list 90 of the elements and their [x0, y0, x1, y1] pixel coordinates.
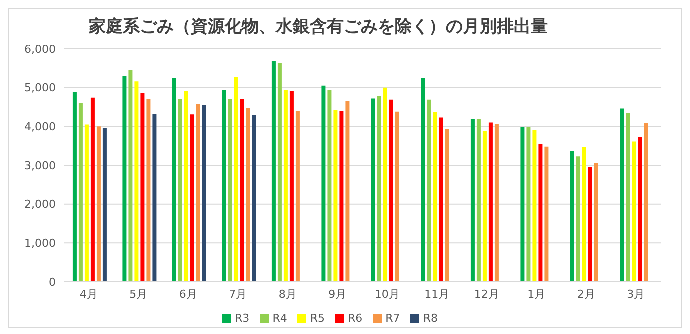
y-tick-label: 2,000 [24, 198, 56, 212]
x-tick-label: 11月 [424, 288, 450, 301]
bar [102, 128, 107, 282]
x-tick-label: 12月 [474, 288, 500, 301]
bar [371, 98, 376, 282]
bar [328, 90, 332, 282]
bar [278, 62, 282, 282]
bar [582, 147, 586, 282]
y-tick-label: 1,000 [24, 237, 56, 250]
bar [576, 156, 580, 282]
bar [588, 167, 592, 282]
bar [84, 124, 89, 282]
bar [532, 130, 537, 282]
bar [290, 90, 294, 282]
bar [520, 127, 525, 282]
x-tick-label: 4月 [80, 288, 98, 301]
bar [228, 99, 232, 282]
bar [340, 111, 344, 282]
bar [272, 61, 276, 282]
bar [377, 96, 382, 282]
bar [190, 114, 194, 282]
bar [284, 90, 288, 282]
bar [439, 118, 444, 282]
bar [140, 93, 145, 282]
bar [544, 146, 549, 282]
bar [334, 110, 338, 282]
x-tick-label: 5月 [130, 288, 148, 301]
bar [594, 163, 598, 282]
legend-label: R5 [310, 312, 325, 325]
x-tick-label: 8月 [278, 288, 297, 301]
bar [78, 103, 83, 282]
bar [240, 99, 244, 282]
bar [488, 122, 493, 282]
bar [152, 114, 157, 282]
bar [632, 142, 636, 282]
bar [389, 100, 394, 282]
bar [476, 119, 481, 282]
bar [494, 124, 499, 282]
legend-label: R7 [386, 312, 400, 325]
y-tick-label: 0 [49, 276, 56, 289]
legend-label: R3 [235, 312, 250, 325]
bar [383, 88, 388, 282]
x-tick-label: 3月 [627, 288, 646, 301]
bar [644, 123, 648, 282]
bar [134, 82, 139, 282]
bar [395, 112, 400, 282]
bar [184, 90, 188, 282]
chart-title: 家庭系ごみ（資源化物、水銀含有ごみを除く）の月別排出量 [89, 17, 548, 37]
bar [433, 112, 438, 282]
x-tick-label: 6月 [179, 288, 198, 301]
bar [421, 78, 426, 282]
bar [252, 115, 256, 282]
bar [90, 98, 95, 282]
bar [146, 99, 151, 282]
bar [638, 138, 642, 282]
bar [470, 119, 475, 282]
bar [122, 76, 127, 282]
bar [96, 126, 101, 282]
y-tick-label: 4,000 [24, 120, 56, 134]
bar [526, 127, 531, 282]
bar [296, 111, 300, 282]
x-tick-label: 7月 [229, 288, 248, 301]
y-tick-label: 3,000 [24, 159, 56, 172]
bar [322, 86, 326, 282]
x-tick-label: 9月 [328, 288, 347, 301]
bar [427, 100, 432, 282]
bar [128, 70, 133, 282]
legend-label: R4 [272, 312, 288, 325]
bar [178, 99, 182, 282]
y-tick-label: 6,000 [24, 42, 56, 56]
legend-label: R6 [348, 312, 363, 325]
bar [346, 101, 350, 282]
x-tick-label: 10月 [374, 288, 400, 301]
bar [222, 90, 226, 282]
bar [626, 113, 630, 282]
bar [445, 129, 450, 282]
y-tick-label: 5,000 [24, 82, 56, 95]
x-tick-label: 1月 [528, 288, 546, 301]
bar [202, 105, 206, 282]
bar [538, 144, 543, 282]
bar [246, 108, 250, 282]
bar [570, 152, 574, 282]
bar [172, 78, 176, 282]
bar [234, 76, 238, 282]
bar [482, 130, 487, 282]
x-tick-label: 2月 [577, 288, 596, 301]
bar [196, 104, 200, 282]
bar [72, 92, 77, 282]
legend-label: R8 [423, 312, 438, 325]
bar [620, 108, 624, 282]
